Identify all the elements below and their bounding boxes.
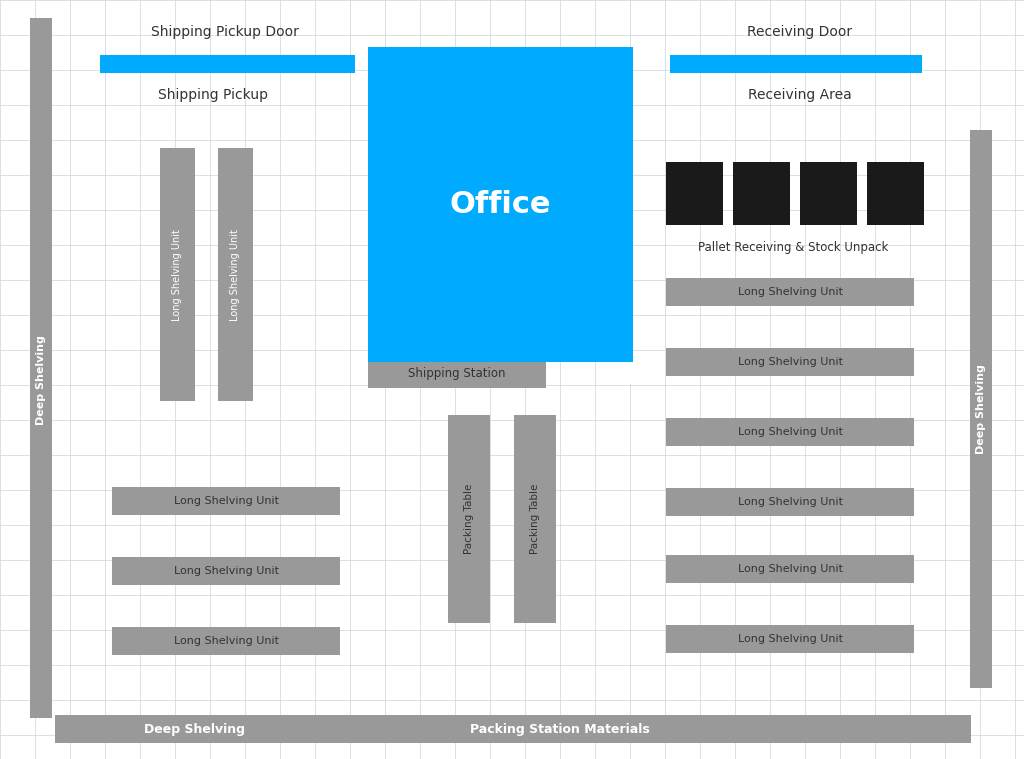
Bar (100, 55, 355, 73)
Text: Long Shelving Unit: Long Shelving Unit (737, 287, 843, 297)
Bar (55, 715, 971, 743)
Text: Long Shelving Unit: Long Shelving Unit (173, 566, 279, 576)
Text: Long Shelving Unit: Long Shelving Unit (737, 634, 843, 644)
Text: Long Shelving Unit: Long Shelving Unit (737, 564, 843, 574)
Text: Long Shelving Unit: Long Shelving Unit (737, 497, 843, 507)
Bar (160, 148, 195, 401)
Text: Packing Table: Packing Table (530, 483, 540, 554)
Wedge shape (606, 362, 650, 384)
Bar (867, 162, 924, 225)
Text: Packing Table: Packing Table (464, 483, 474, 554)
Bar (733, 162, 790, 225)
Bar (30, 18, 52, 718)
Bar (112, 557, 340, 585)
Bar (666, 418, 914, 446)
Bar (666, 488, 914, 516)
Text: Pallet Receiving & Stock Unpack: Pallet Receiving & Stock Unpack (697, 241, 888, 254)
Bar (666, 162, 723, 225)
Text: Deep Shelving: Deep Shelving (36, 335, 46, 425)
Text: Receiving Area: Receiving Area (749, 88, 852, 102)
Bar (368, 360, 546, 388)
Text: Shipping Station: Shipping Station (409, 367, 506, 380)
Text: Long Shelving Unit: Long Shelving Unit (737, 427, 843, 437)
Text: Deep Shelving: Deep Shelving (144, 723, 246, 735)
Bar (666, 348, 914, 376)
Bar (112, 627, 340, 655)
Bar (666, 555, 914, 583)
Bar (449, 415, 490, 623)
Bar (218, 148, 253, 401)
Bar (112, 487, 340, 515)
Text: Office: Office (450, 190, 551, 219)
Text: Long Shelving Unit: Long Shelving Unit (737, 357, 843, 367)
Bar (666, 278, 914, 306)
Text: Deep Shelving: Deep Shelving (976, 364, 986, 454)
Text: Long Shelving Unit: Long Shelving Unit (230, 229, 240, 321)
Bar (666, 625, 914, 653)
Text: Long Shelving Unit: Long Shelving Unit (173, 636, 279, 646)
Text: Shipping Pickup Door: Shipping Pickup Door (152, 25, 299, 39)
Bar (514, 415, 556, 623)
Bar (970, 130, 992, 688)
Text: Receiving Door: Receiving Door (748, 25, 853, 39)
Text: Long Shelving Unit: Long Shelving Unit (172, 229, 182, 321)
Bar (670, 55, 922, 73)
Text: Packing Station Materials: Packing Station Materials (470, 723, 650, 735)
Text: Shipping Pickup: Shipping Pickup (158, 88, 268, 102)
Bar (368, 47, 633, 362)
Text: Long Shelving Unit: Long Shelving Unit (173, 496, 279, 506)
Bar (800, 162, 857, 225)
